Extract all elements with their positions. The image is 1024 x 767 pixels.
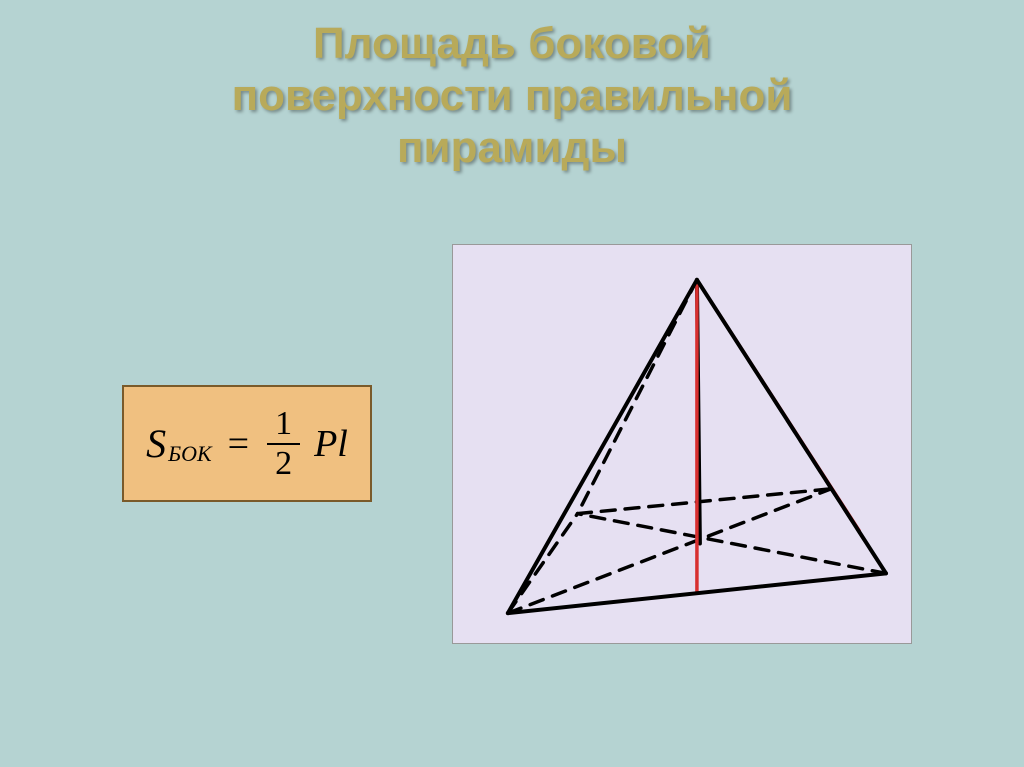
- content-row: S БОК = 1 2 Pl: [0, 244, 1024, 644]
- title-line-1: Площадь боковой: [232, 18, 793, 70]
- formula-fraction-num: 1: [267, 405, 300, 444]
- formula: S БОК = 1 2 Pl: [146, 405, 348, 482]
- formula-equals: =: [228, 422, 249, 466]
- formula-fraction-den: 2: [267, 445, 300, 482]
- formula-lhs-symbol: S: [146, 420, 166, 467]
- slide-title: Площадь боковой поверхности правильной п…: [232, 18, 793, 174]
- formula-box: S БОК = 1 2 Pl: [122, 385, 372, 502]
- formula-lhs-subscript: БОК: [168, 441, 211, 467]
- formula-fraction: 1 2: [267, 405, 300, 482]
- pyramid-svg: [453, 245, 911, 643]
- title-line-3: пирамиды: [232, 122, 793, 174]
- formula-rhs: Pl: [314, 422, 348, 466]
- title-line-2: поверхности правильной: [232, 70, 793, 122]
- pyramid-diagram-panel: [452, 244, 912, 644]
